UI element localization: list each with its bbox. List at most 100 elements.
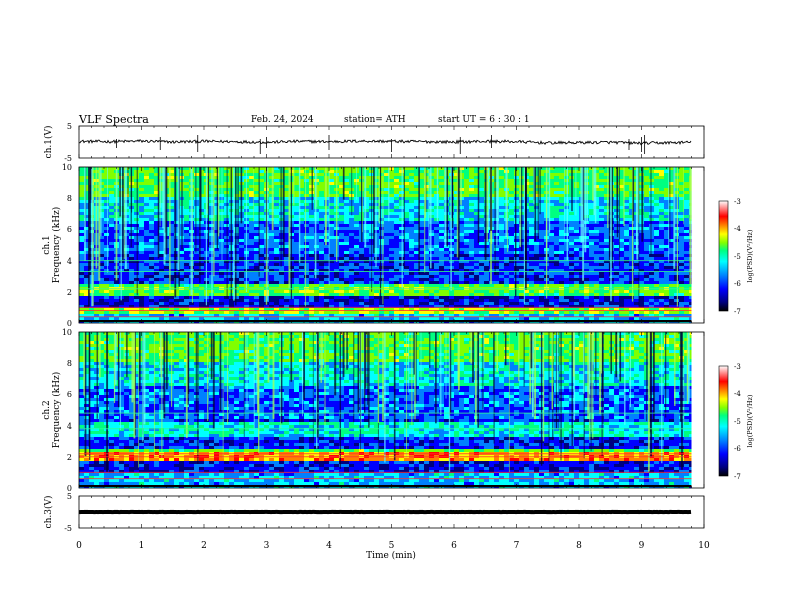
spectrogram-cell: [539, 239, 544, 243]
spectrogram-cell: [529, 185, 534, 189]
spectrogram-cell: [679, 197, 684, 201]
spectrogram-cell: [149, 233, 154, 237]
spectrogram-cell: [444, 281, 449, 285]
spectrogram-cell: [329, 281, 334, 285]
spectrogram-cell: [79, 200, 84, 204]
spectrogram-cell: [154, 257, 159, 261]
spectrogram-cell: [409, 203, 414, 207]
spectrogram-cell: [169, 275, 174, 279]
spectrogram-cell: [604, 269, 609, 273]
spectrogram-cell: [359, 260, 364, 264]
spectrogram-cell: [469, 200, 474, 204]
spectrogram-cell: [574, 269, 579, 273]
spectrogram-cell: [184, 200, 189, 204]
spectrogram-cell: [194, 206, 199, 210]
spectrogram-cell: [664, 233, 669, 237]
spectrogram-cell: [614, 227, 619, 231]
spectrogram-cell: [594, 239, 599, 243]
spectrogram-cell: [434, 284, 439, 288]
spectrogram-cell: [169, 179, 174, 183]
spectrogram-cell: [564, 188, 569, 192]
spectrogram-cell: [304, 275, 309, 279]
spectrogram-cell: [549, 281, 554, 285]
spectrogram-cell: [314, 215, 319, 219]
spectrogram-cell: [459, 278, 464, 282]
spectrogram-cell: [169, 212, 174, 216]
spectrogram-cell: [374, 269, 379, 273]
spectrogram-cell: [329, 215, 334, 219]
spectrogram-cell: [199, 260, 204, 264]
spectrogram-cell: [649, 200, 654, 204]
spectrogram-cell: [414, 188, 419, 192]
spectrogram-cell: [614, 275, 619, 279]
spectrogram-cell: [554, 272, 559, 276]
spectrogram-cell: [104, 182, 109, 186]
spectrogram-cell: [439, 221, 444, 225]
spectrogram-cell: [109, 269, 114, 273]
spectrogram-cell: [149, 245, 154, 249]
spectrogram-cell: [639, 281, 644, 285]
spectrogram-cell: [539, 272, 544, 276]
spectrogram-cell: [99, 251, 104, 255]
spectrogram-cell: [269, 275, 274, 279]
spectrogram-cell: [399, 233, 404, 237]
spectrogram-cell: [424, 200, 429, 204]
spectrogram-cell: [314, 233, 319, 237]
spectrogram-cell: [444, 257, 449, 261]
spectrogram-cell: [159, 269, 164, 273]
spectrogram-cell: [309, 185, 314, 189]
spectrogram-cell: [239, 239, 244, 243]
spectrogram-cell: [284, 197, 289, 201]
spectrogram-cell: [149, 254, 154, 258]
spectrogram-cell: [214, 284, 219, 288]
spectrogram-cell: [399, 263, 404, 267]
spectrogram-cell: [554, 182, 559, 186]
spectrogram-cell: [469, 215, 474, 219]
spectrogram-cell: [174, 236, 179, 240]
spectrogram-cell: [464, 245, 469, 249]
spectrogram-cell: [499, 176, 504, 180]
spectrogram-cell: [569, 251, 574, 255]
spectrogram-cell: [104, 218, 109, 222]
spectrogram-cell: [294, 227, 299, 231]
spectrogram-cell: [319, 236, 324, 240]
spectrogram-cell: [139, 278, 144, 282]
spectrogram-cell: [309, 272, 314, 276]
ch1-waveform-panel: 5 -5 ch.1(V): [43, 122, 705, 163]
spectrogram-cell: [419, 176, 424, 180]
spectrogram-cell: [409, 239, 414, 243]
spectrogram-cell: [479, 239, 484, 243]
spectrogram-cell: [329, 197, 334, 201]
spectrogram-cell: [254, 188, 259, 192]
spectrogram-cell: [84, 257, 89, 261]
spectrogram-cell: [549, 272, 554, 276]
spectrogram-cell: [169, 188, 174, 192]
spectrogram-cell: [559, 278, 564, 282]
spectrogram-cell: [534, 251, 539, 255]
spectrogram-cell: [314, 251, 319, 255]
spectrogram-cell: [324, 254, 329, 258]
spectrogram-cell: [269, 179, 274, 183]
spectrogram-cell: [674, 236, 679, 240]
spectrogram-cell: [339, 203, 344, 207]
spectrogram-cell: [599, 170, 604, 174]
spectrogram-cell: [79, 248, 84, 252]
spectrogram-cell: [379, 188, 384, 192]
spectrogram-cell: [169, 185, 174, 189]
spectrogram-cell: [414, 194, 419, 198]
ch1-waveform-spikes: [116, 135, 646, 154]
spectrogram-cell: [569, 260, 574, 264]
spectrogram-cell: [624, 233, 629, 237]
spectrogram-cell: [169, 269, 174, 273]
spectrogram-cell: [474, 188, 479, 192]
spectrogram-cell: [184, 197, 189, 201]
spectrogram-cell: [249, 245, 254, 249]
spectrogram-cell: [649, 239, 654, 243]
spectrogram-cell: [179, 278, 184, 282]
spectrogram-cell: [154, 182, 159, 186]
spectrogram-cell: [184, 209, 189, 213]
spectrogram-cell: [654, 170, 659, 174]
spectrogram-cell: [339, 257, 344, 261]
spectrogram-cell: [224, 170, 229, 174]
spectrogram-cell: [509, 278, 514, 282]
